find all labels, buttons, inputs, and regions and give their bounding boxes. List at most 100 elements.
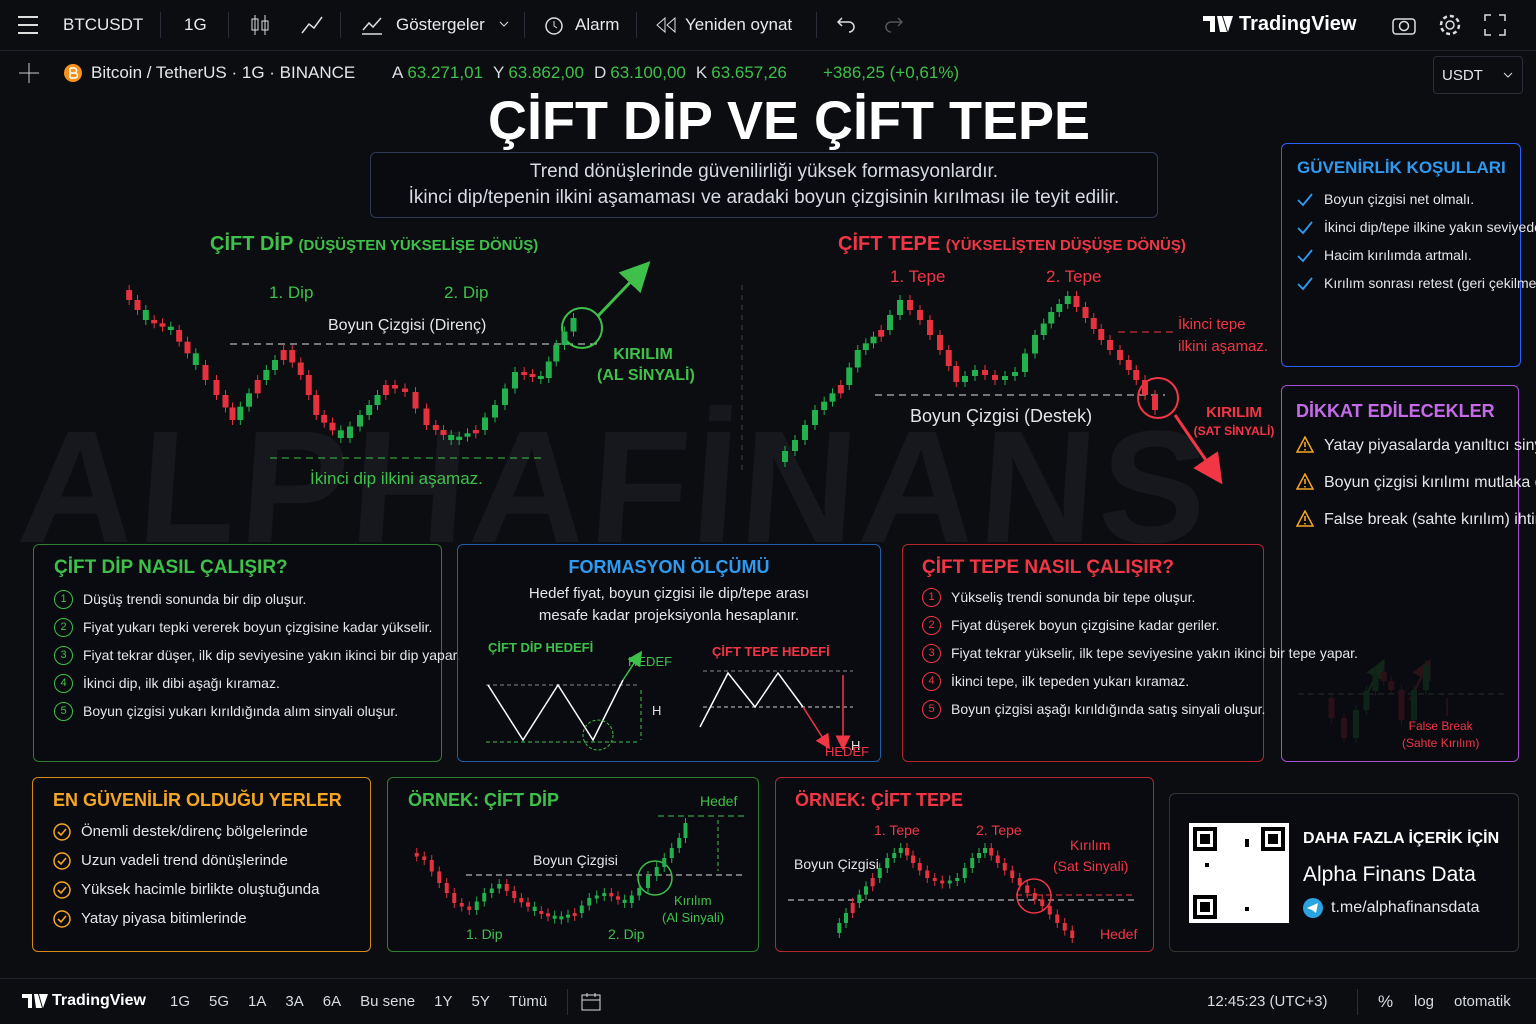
note: İkinci tepe ilkini aşamaz. — [1178, 316, 1269, 355]
false-break-label: False Break (Sahte Kırılım) — [1402, 718, 1479, 752]
indicator-icon[interactable] — [360, 13, 384, 37]
range-button[interactable]: 3A — [285, 993, 304, 1010]
promo-link[interactable]: t.me/alphafinansdata — [1331, 899, 1480, 916]
list: 1 Yükseliş trendi sonunda bir tepe oluşur… — [922, 587, 1358, 727]
brand: TradingView — [1239, 13, 1357, 35]
list: 1 Düşüş trendi sonunda bir dip oluşur. 2 Fi… — [54, 589, 460, 729]
qr-code[interactable] — [1189, 823, 1289, 923]
candle-body — [579, 905, 584, 913]
check — [1297, 221, 1313, 235]
candle-body — [995, 855, 1000, 863]
step-text: Boyun çizgisi yukarı kırıldığında alım s… — [83, 703, 399, 719]
candle-body — [459, 903, 464, 907]
interval[interactable]: 1G — [184, 15, 207, 34]
candle-body — [464, 433, 471, 437]
target-label: HEDEF — [825, 744, 869, 759]
candle-body — [246, 393, 252, 407]
list-item: 3 Fiyat tekrar yükselir, ilk tepe seviyes… — [922, 643, 1358, 664]
indicators-button[interactable]: Göstergeler — [396, 15, 485, 34]
date-range-icon[interactable] — [580, 991, 602, 1013]
tv-logo — [1203, 16, 1233, 32]
range-button[interactable]: 1A — [248, 993, 267, 1010]
range-button[interactable]: 1G — [170, 993, 191, 1010]
candle-body — [1055, 914, 1060, 923]
qr-module — [1245, 843, 1249, 847]
candle-body — [552, 915, 557, 919]
candle-body — [474, 901, 479, 910]
camera-icon[interactable] — [1391, 13, 1417, 37]
candle-body — [566, 914, 570, 918]
fullscreen-icon[interactable] — [1484, 14, 1506, 36]
icon — [1296, 510, 1314, 527]
cautions-box: DİKKAT EDİLECEKLER Yatay piyasalarda yan… — [1281, 385, 1536, 762]
alarm-button[interactable]: Alarm — [575, 15, 620, 34]
candle-body — [1048, 312, 1055, 324]
candle-body — [313, 395, 320, 415]
qr-finder — [1200, 834, 1210, 844]
line-icon[interactable] — [300, 13, 324, 37]
icon — [1296, 473, 1314, 490]
candle-body — [792, 440, 798, 451]
candle-body — [989, 848, 994, 856]
menu-icon[interactable] — [16, 14, 40, 36]
diagram-label: ÇİFT DİP HEDEFİ — [488, 640, 593, 655]
candle-body — [905, 848, 909, 856]
list-item: 3 Fiyat tekrar düşer, ilk dip seviyesine … — [54, 645, 460, 666]
candle-body — [945, 350, 952, 366]
example-bottom-box: ÖRNEK: ÇİFT DİP Hedef Boyun Çizgisi 1. D… — [387, 777, 759, 952]
candle-body — [870, 878, 875, 887]
item-text: Boyun çizgisi kırılımı mutlaka desteklen… — [1324, 474, 1536, 491]
range-button[interactable]: 5Y — [471, 993, 490, 1010]
dip-label: 1. Dip — [269, 283, 314, 302]
candle-body — [559, 916, 564, 920]
candle-body — [159, 323, 166, 327]
list-item: Yatay piyasa bitimlerinde — [53, 908, 363, 930]
list-item: Kırılım sonrası retest (geri çekilme) gü… — [1296, 273, 1536, 294]
alarm-icon[interactable] — [542, 13, 566, 37]
box-title: DİKKAT EDİLECEKLER — [1296, 401, 1495, 421]
symbol[interactable]: BTCUSDT — [63, 15, 144, 34]
candle-body — [850, 903, 855, 913]
candle-icon[interactable] — [250, 13, 272, 37]
candle-body — [512, 372, 518, 389]
range-button[interactable]: 5G — [209, 993, 230, 1010]
log-toggle[interactable]: log — [1414, 993, 1435, 1010]
range-button[interactable]: 6A — [322, 993, 342, 1010]
auto-toggle[interactable]: otomatik — [1454, 993, 1511, 1010]
crosshair[interactable] — [18, 62, 40, 84]
candle-body — [467, 906, 472, 910]
undo[interactable] — [836, 15, 856, 33]
candle-body — [440, 430, 447, 435]
range-button[interactable]: 1Y — [434, 993, 453, 1010]
candle-body — [917, 863, 922, 871]
currency-select[interactable]: USDT — [1433, 56, 1523, 94]
box-title: ÖRNEK: ÇİFT TEPE — [795, 790, 964, 810]
how-bottom-box: ÇİFT DİP NASIL ÇALIŞIR? 1 Düşüş trendi so… — [33, 544, 460, 762]
label: 1. Dip — [466, 926, 503, 942]
item-text: Uzun vadeli trend dönüşlerinde — [81, 852, 288, 869]
replay-icon[interactable] — [655, 16, 677, 34]
ohlc-item: A 63.271,01 — [392, 63, 483, 83]
candle-body — [432, 425, 439, 430]
chevron — [499, 21, 509, 27]
heading-main: ÇİFT DİP — [210, 233, 293, 255]
range-button[interactable]: Tümü — [508, 993, 548, 1010]
h-label: H — [851, 738, 860, 753]
percent-toggle[interactable]: % — [1378, 992, 1394, 1011]
redo[interactable] — [884, 15, 904, 33]
list-item: 2 Fiyat düşerek boyun çizgisine kadar ger… — [922, 615, 1252, 636]
candle-body — [305, 375, 312, 395]
candle-body — [854, 350, 861, 368]
candle-body — [176, 330, 183, 342]
candle-body — [519, 898, 524, 903]
qr-module — [1205, 863, 1209, 867]
step-text: İkinci tepe, ilk tepeden yukarı kıramaz. — [951, 673, 1190, 689]
ohlc-value: 63.657,26 — [711, 63, 787, 82]
box-title: ÖRNEK: ÇİFT DİP — [408, 790, 559, 810]
candle-body — [962, 868, 967, 878]
replay-button[interactable]: Yeniden oynat — [685, 15, 793, 34]
list: Önemli destek/direnç bölgelerinde Uzun va… — [53, 821, 363, 937]
settings-icon[interactable] — [1437, 12, 1463, 38]
candle-body — [521, 372, 528, 375]
range-button[interactable]: Bu sene — [360, 993, 416, 1010]
